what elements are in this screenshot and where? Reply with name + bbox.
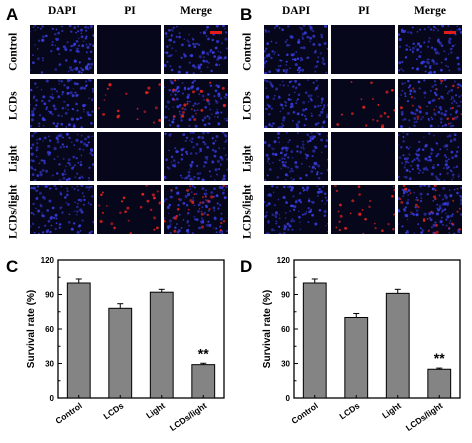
microscopy-image-lcds-light-pi bbox=[97, 185, 161, 234]
microscopy-image-control-pi bbox=[331, 25, 395, 74]
y-tick-label: 60 bbox=[281, 325, 290, 334]
y-tick-label: 0 bbox=[286, 394, 291, 403]
microscopy-image-lcds-light-merge bbox=[398, 185, 462, 234]
microscopy-image-control-merge bbox=[164, 25, 228, 74]
microscopy-image-light-merge bbox=[398, 132, 462, 181]
x-tick-label-light: Light bbox=[380, 400, 403, 420]
panel-letter-d: D bbox=[240, 257, 253, 276]
bar-lcds bbox=[344, 317, 369, 399]
x-tick-label-lcds-light: LCDs/light bbox=[404, 400, 445, 433]
microscopy-image-lcds-light-dapi bbox=[264, 185, 328, 234]
scale-bar bbox=[444, 31, 456, 34]
microscopy-image-control-pi bbox=[97, 25, 161, 74]
y-tick-label: 0 bbox=[50, 394, 55, 403]
microscopy-image-lcds-pi bbox=[97, 79, 161, 128]
panel-letter-c: C bbox=[6, 257, 19, 276]
microscopy-image-lcds-merge bbox=[164, 79, 228, 128]
row-label-control: Control bbox=[7, 32, 20, 71]
bar-lcds bbox=[108, 307, 133, 399]
bar-lcds-light bbox=[191, 364, 216, 399]
y-tick-label: 90 bbox=[45, 291, 54, 300]
microscopy-image-control-merge bbox=[398, 25, 462, 74]
column-header-dapi: DAPI bbox=[281, 5, 311, 17]
y-tick-label: 120 bbox=[41, 256, 55, 265]
column-header-pi: PI bbox=[358, 5, 370, 17]
x-tick-label-control: Control bbox=[53, 400, 83, 426]
row-label-lcds: LCDs bbox=[241, 91, 254, 121]
scale-bar bbox=[210, 31, 222, 34]
row-label-control: Control bbox=[241, 32, 254, 71]
bar-control bbox=[302, 282, 327, 399]
row-label-lcds-light: LCDs/light bbox=[7, 184, 20, 239]
x-tick-label-light: Light bbox=[144, 400, 167, 420]
bar-control bbox=[66, 282, 91, 399]
microscopy-image-lcds-merge bbox=[398, 79, 462, 128]
bar-light bbox=[385, 292, 410, 399]
panel-letter-b: B bbox=[240, 5, 253, 24]
y-axis-label: Survival rate (%) bbox=[26, 290, 37, 368]
bar-light bbox=[149, 291, 174, 399]
row-label-lcds-light: LCDs/light bbox=[241, 184, 254, 239]
significance-annotation: ** bbox=[434, 350, 445, 366]
column-header-pi: PI bbox=[124, 5, 136, 17]
y-tick-label: 30 bbox=[45, 360, 54, 369]
x-tick-label-lcds: LCDs bbox=[337, 400, 361, 421]
microscopy-image-light-merge bbox=[164, 132, 228, 181]
microscopy-image-light-pi bbox=[97, 132, 161, 181]
bar-chart-d: 0 30 60 90 120 Survival rate (%) Control LCDs Li… bbox=[262, 256, 461, 433]
microscopy-image-control-dapi bbox=[264, 25, 328, 74]
panel-letter-a: A bbox=[6, 5, 19, 24]
bar-lcds-light bbox=[427, 368, 452, 399]
microscopy-image-light-pi bbox=[331, 132, 395, 181]
microscopy-image-lcds-light-dapi bbox=[30, 185, 94, 234]
microscopy-image-light-dapi bbox=[264, 132, 328, 181]
y-tick-label: 30 bbox=[281, 360, 290, 369]
microscopy-image-lcds-dapi bbox=[30, 79, 94, 128]
y-tick-label: 90 bbox=[281, 291, 290, 300]
column-header-merge: Merge bbox=[180, 5, 212, 17]
y-axis-label: Survival rate (%) bbox=[262, 290, 273, 368]
x-tick-label-lcds: LCDs bbox=[101, 400, 125, 421]
column-header-merge: Merge bbox=[414, 5, 446, 17]
row-label-light: Light bbox=[241, 145, 254, 173]
y-tick-label: 120 bbox=[277, 256, 291, 265]
x-tick-label-control: Control bbox=[289, 400, 319, 426]
row-label-lcds: LCDs bbox=[7, 91, 20, 121]
microscopy-image-lcds-light-pi bbox=[331, 185, 395, 234]
x-tick-label-lcds-light: LCDs/light bbox=[168, 400, 209, 433]
microscopy-image-control-dapi bbox=[30, 25, 94, 74]
microscopy-image-lcds-pi bbox=[331, 79, 395, 128]
microscopy-image-lcds-light-merge bbox=[164, 185, 228, 234]
significance-annotation: ** bbox=[198, 345, 209, 361]
column-header-dapi: DAPI bbox=[47, 5, 77, 17]
row-label-light: Light bbox=[7, 145, 20, 173]
bar-chart-c: 0 30 60 90 120 Survival rate (%) Control LCDs Li… bbox=[26, 256, 225, 433]
microscopy-image-lcds-dapi bbox=[264, 79, 328, 128]
y-tick-label: 60 bbox=[45, 325, 54, 334]
microscopy-image-light-dapi bbox=[30, 132, 94, 181]
